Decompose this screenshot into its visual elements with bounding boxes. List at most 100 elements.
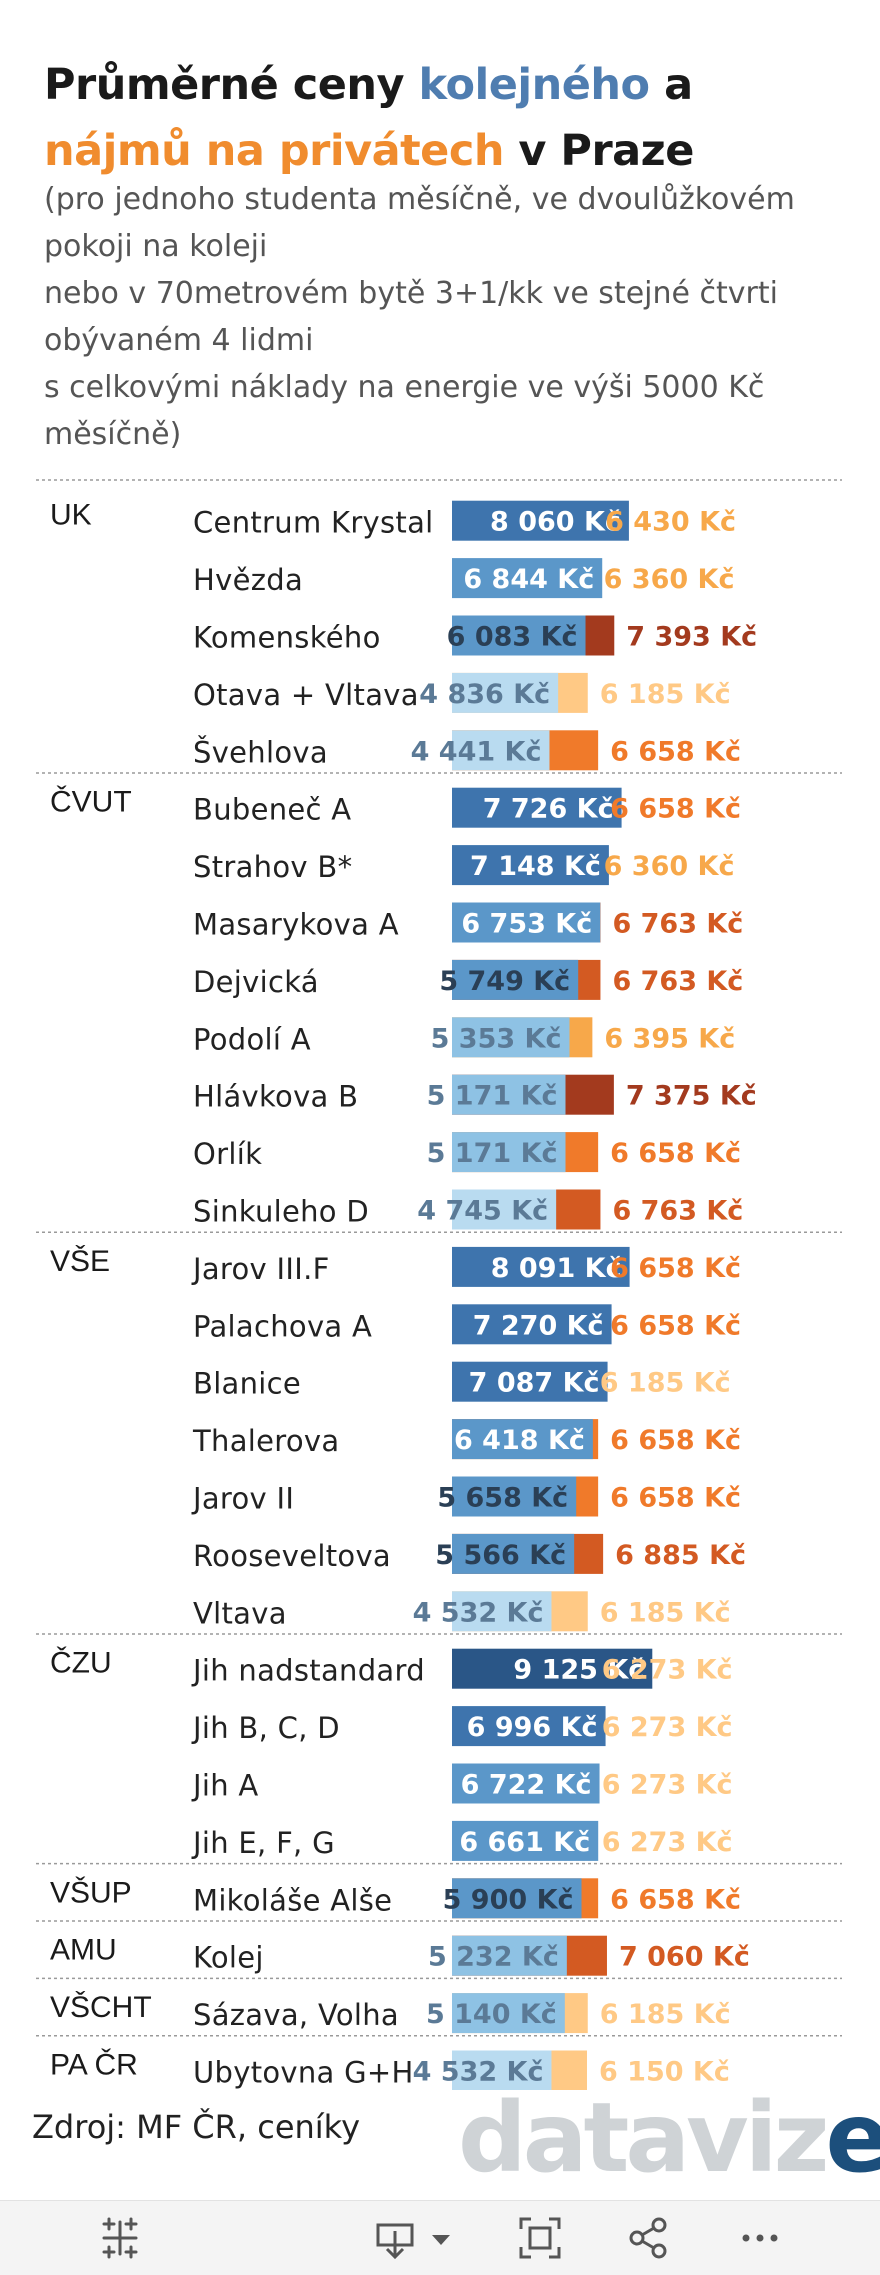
tableau-icon[interactable] (92, 2213, 148, 2263)
tableau-logo-icon (102, 2217, 138, 2259)
share-button[interactable] (620, 2213, 676, 2263)
logo-text: dataviz (458, 2082, 830, 2194)
dorm-value-label: 5 900 Kč (443, 1884, 574, 1915)
rent-value-label: 6 885 Kč (615, 1540, 746, 1571)
dorm-value-label: 8 060 Kč (490, 507, 621, 538)
rent-value-label: 6 150 Kč (599, 2057, 730, 2088)
dorm-value-label: 6 753 Kč (461, 909, 592, 940)
dormitory-name: Komenského (193, 621, 381, 655)
logo-accent: e (825, 2082, 880, 2194)
rent-value-label: 6 658 Kč (610, 1138, 741, 1169)
rent-value-label: 6 273 Kč (602, 1827, 733, 1858)
rent-value-label: 6 658 Kč (610, 1253, 741, 1284)
share-icon (629, 2217, 667, 2259)
group-label: VŠE (50, 1244, 110, 1278)
rent-value-label: 6 430 Kč (605, 507, 736, 538)
rent-value-label: 6 658 Kč (610, 1310, 741, 1341)
group-label: VŠCHT (50, 1990, 152, 2024)
dormitory-name: Sázava, Volha (193, 1998, 399, 2032)
dormitory-name: Masarykova A (193, 908, 399, 942)
fullscreen-icon (519, 2217, 561, 2259)
dorm-value-label: 7 726 Kč (483, 794, 614, 825)
dormitory-name: Jarov II (191, 1482, 294, 1516)
title-part: v Praze (503, 126, 694, 176)
dormitory-name: Orlík (193, 1137, 262, 1171)
dorm-value-label: 6 661 Kč (459, 1827, 590, 1858)
rent-value-label: 6 185 Kč (600, 679, 731, 710)
dormitory-name: Strahov B* (193, 850, 352, 884)
dorm-value-label: 6 844 Kč (463, 564, 594, 595)
download-button[interactable] (372, 2213, 458, 2263)
dormitory-name: Otava + Vltava (193, 678, 419, 712)
rent-value-label: 6 360 Kč (604, 564, 735, 595)
title-part: Průměrné ceny (44, 60, 419, 110)
rent-value-label: 6 658 Kč (610, 736, 741, 767)
title-dorm-word: kolejného (418, 60, 651, 110)
dorm-price-bar (452, 1132, 566, 1173)
title-rent-word: nájmů na privátech (44, 126, 504, 176)
rent-value-label: 6 763 Kč (612, 909, 743, 940)
rent-value-label: 6 185 Kč (600, 1597, 731, 1628)
dormitory-name: Sinkuleho D (193, 1195, 369, 1229)
rent-value-label: 6 395 Kč (604, 1023, 735, 1054)
dorm-price-bar (452, 558, 603, 599)
dormitory-name: Ubytovna G+H (193, 2056, 414, 2090)
dormitory-name: Bubeneč A (193, 793, 351, 827)
dorm-value-label: 4 836 Kč (419, 679, 550, 710)
dorm-value-label: 5 749 Kč (439, 966, 570, 997)
dormitory-name: Jih E, F, G (191, 1826, 335, 1860)
dorm-value-label: 5 658 Kč (437, 1483, 568, 1514)
dormitory-name: Blanice (193, 1367, 301, 1401)
dorm-value-label: 5 232 Kč (428, 1942, 559, 1973)
dorm-value-label: 5 140 Kč (426, 1999, 557, 2030)
dormitory-name: Vltava (193, 1596, 287, 1630)
group-label: ČZU (50, 1646, 112, 1680)
dorm-price-bar (452, 672, 559, 713)
dormitory-name: Podolí A (193, 1022, 311, 1056)
dormitory-name: Mikoláše Alše (193, 1883, 392, 1917)
rent-value-label: 7 060 Kč (619, 1942, 750, 1973)
dorm-value-label: 6 722 Kč (461, 1770, 592, 1801)
source-note: Zdroj: MF ČR, ceníky (32, 2108, 360, 2146)
dormitory-name: Dejvická (193, 965, 319, 999)
dormitory-name: Hvězda (193, 563, 303, 597)
dorm-price-bar (452, 730, 550, 771)
dorm-price-bar (452, 1591, 552, 1632)
dormitory-name: Thalerova (192, 1424, 339, 1458)
dormitory-name: Švehlova (193, 735, 328, 769)
dorm-price-bar (452, 1189, 557, 1230)
rent-value-label: 6 185 Kč (600, 1999, 731, 2030)
fullscreen-button[interactable] (512, 2213, 568, 2263)
rent-value-label: 7 375 Kč (626, 1081, 757, 1112)
chart-title: Průměrné ceny kolejného a nájmů na privá… (44, 52, 844, 184)
dorm-value-label: 6 996 Kč (467, 1712, 598, 1743)
dorm-price-bar (452, 615, 586, 656)
tableau-toolbar (0, 2200, 880, 2275)
datavize-logo[interactable]: datavize. (458, 2082, 880, 2194)
dorm-value-label: 4 532 Kč (413, 1597, 544, 1628)
rent-value-label: 6 658 Kč (610, 1425, 741, 1456)
dorm-value-label: 5 171 Kč (427, 1138, 558, 1169)
dormitory-name: Jih A (191, 1769, 259, 1803)
group-label: PA ČR (50, 2048, 138, 2082)
dorm-value-label: 7 270 Kč (473, 1310, 604, 1341)
chart-subtitle: (pro jednoho studenta měsíčně, ve dvoulů… (44, 182, 795, 452)
dorm-price-bar (452, 1820, 599, 1861)
rent-value-label: 6 185 Kč (600, 1368, 731, 1399)
more-button[interactable] (732, 2213, 788, 2263)
rent-value-label: 7 393 Kč (626, 622, 757, 653)
rent-value-label: 6 658 Kč (610, 1483, 741, 1514)
dorm-price-bar (452, 1361, 608, 1402)
rent-value-label: 6 763 Kč (612, 1196, 743, 1227)
dorm-value-label: 5 171 Kč (427, 1081, 558, 1112)
dorm-value-label: 5 353 Kč (431, 1023, 562, 1054)
dormitory-name: Rooseveltova (193, 1539, 391, 1573)
dorm-price-bar (452, 500, 629, 541)
rent-value-label: 6 273 Kč (602, 1770, 733, 1801)
rent-value-label: 6 658 Kč (610, 794, 741, 825)
rent-value-label: 6 763 Kč (612, 966, 743, 997)
dorm-price-bar (452, 787, 622, 828)
dorm-value-label: 4 745 Kč (417, 1196, 548, 1227)
dorm-price-bar (452, 1763, 600, 1804)
dorm-value-label: 7 087 Kč (469, 1368, 600, 1399)
